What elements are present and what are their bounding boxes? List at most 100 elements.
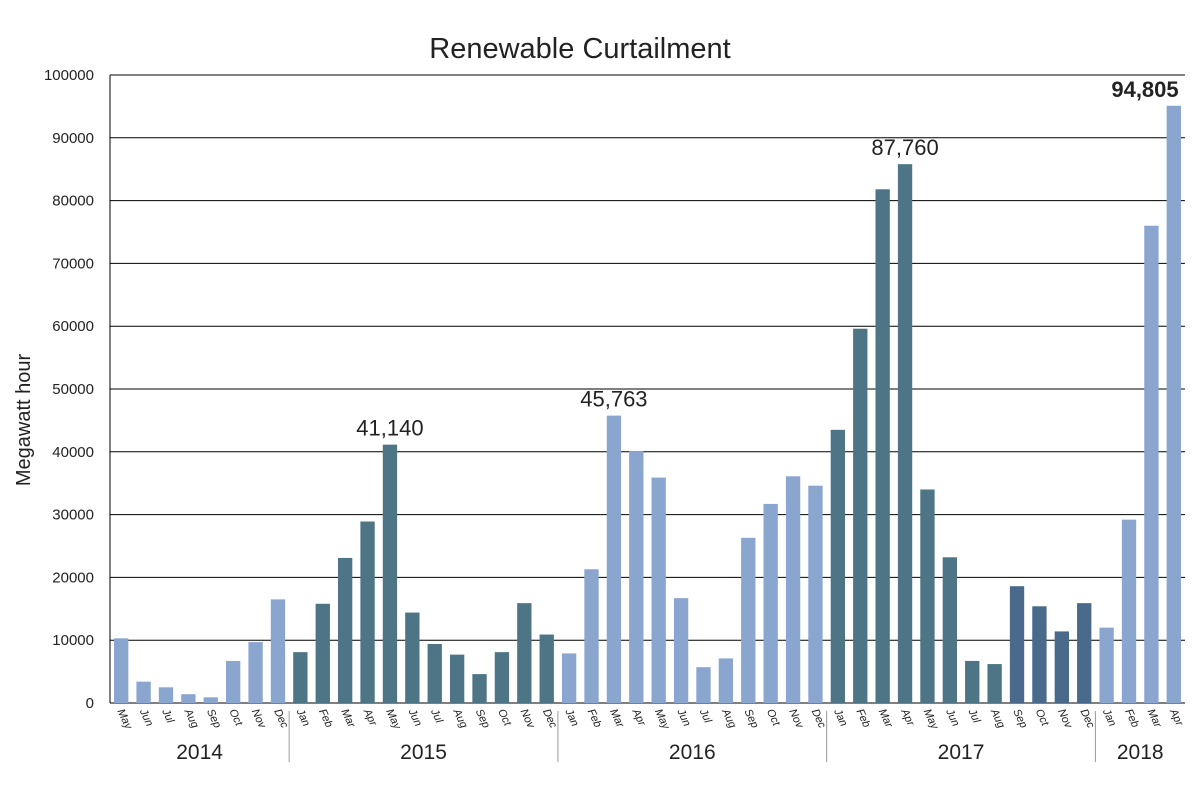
bar-2015-oct xyxy=(494,652,510,703)
bar-2018-jan xyxy=(1099,627,1114,703)
bar-2017-sep xyxy=(1009,586,1025,703)
bar-2015-nov xyxy=(517,603,532,703)
y-tick-label: 40000 xyxy=(52,444,94,461)
bar-2018-mar xyxy=(1144,225,1159,703)
bar-2017-jul xyxy=(965,660,980,703)
x-tick-label: Jan xyxy=(1099,706,1118,728)
data-labels: 41,140 45,763 87,760 94,805 xyxy=(356,77,1178,441)
x-tick-label: Nov xyxy=(518,707,538,731)
x-tick-label: May xyxy=(652,707,672,732)
bar-2016-jul xyxy=(696,667,711,703)
bar-2017-jan xyxy=(830,429,846,703)
bar-2014-may xyxy=(114,638,129,703)
x-tick-label: Jan xyxy=(562,706,581,728)
bar-2016-sep xyxy=(741,537,756,703)
x-tick-label: Oct xyxy=(226,707,245,728)
bar-2017-oct xyxy=(1032,606,1047,703)
gridlines xyxy=(109,74,1185,704)
x-tick-label: Apr xyxy=(898,706,917,729)
x-tick-label: Dec xyxy=(809,707,828,730)
y-tick-label: 100000 xyxy=(44,67,94,84)
bar-2014-jul xyxy=(158,687,174,703)
bar-2014-aug xyxy=(181,694,196,703)
y-tick-label: 30000 xyxy=(52,507,94,524)
x-tick-label: Sep xyxy=(204,707,223,730)
x-tick-label: Oct xyxy=(1033,707,1052,728)
x-tick-label: Jan xyxy=(831,706,850,728)
y-tick-label: 80000 xyxy=(52,193,94,210)
bar-2015-dec xyxy=(539,634,554,703)
y-tick-label: 60000 xyxy=(52,318,94,335)
y-axis-ticks: 0 10000 20000 30000 40000 50000 60000 70000 8000… xyxy=(44,67,94,712)
bar-2014-nov xyxy=(248,642,263,703)
bar-2017-nov xyxy=(1054,631,1069,703)
bar-2016-mar xyxy=(606,415,622,703)
x-tick-label: Sep xyxy=(1010,707,1029,730)
x-tick-label: May xyxy=(383,707,403,732)
year-labels: 2014 2015 2016 2017 2018 xyxy=(176,711,1164,764)
bar-2015-jun xyxy=(405,612,420,703)
x-tick-label: Sep xyxy=(742,707,761,730)
x-tick-label: Jul xyxy=(696,706,713,725)
data-label: 45,763 xyxy=(580,387,647,412)
x-tick-label: Oct xyxy=(764,707,783,728)
x-tick-label: Apr xyxy=(1167,706,1186,729)
bar-2016-dec xyxy=(808,485,823,703)
x-tick-label: May xyxy=(114,707,134,732)
x-tick-label: Mar xyxy=(338,707,357,730)
year-label-2015: 2015 xyxy=(400,741,447,764)
bar-2015-mar xyxy=(337,557,353,703)
x-tick-label: Nov xyxy=(786,707,806,731)
chart-title: Renewable Curtailment xyxy=(429,33,730,65)
bar-2018-feb xyxy=(1121,519,1137,703)
x-tick-label: Nov xyxy=(249,707,269,731)
bar-2015-may xyxy=(382,444,398,703)
x-tick-label: Dec xyxy=(1077,707,1096,730)
bar-2017-dec xyxy=(1077,603,1092,703)
year-label-2014: 2014 xyxy=(176,741,223,764)
x-axis-ticks: May Jun Jul Aug Sep Oct Nov Dec Jan Feb Mar Apr May J… xyxy=(114,706,1185,732)
bar-2017-feb xyxy=(853,328,868,703)
bar-2015-apr xyxy=(360,521,375,703)
x-tick-label: Dec xyxy=(540,707,559,730)
y-axis-label: Megawatt hour xyxy=(13,354,35,487)
x-tick-label: Jun xyxy=(674,706,693,728)
bar-2016-jun xyxy=(673,598,689,703)
x-tick-label: Apr xyxy=(360,706,379,729)
bar-2016-aug xyxy=(718,658,734,703)
bar-2015-jan xyxy=(293,652,308,703)
bar-2017-jun xyxy=(942,557,958,703)
y-tick-label: 50000 xyxy=(52,381,94,398)
bar-2016-oct xyxy=(763,503,778,703)
bar-2015-sep xyxy=(472,674,487,703)
year-label-2016: 2016 xyxy=(669,741,716,764)
x-tick-label: Feb xyxy=(585,707,604,729)
x-tick-label: Sep xyxy=(473,707,492,730)
x-tick-label: Jul xyxy=(159,706,176,725)
x-tick-label: Aug xyxy=(719,706,739,731)
y-tick-label: 90000 xyxy=(52,130,94,147)
bar-2015-aug xyxy=(449,654,465,703)
bar-2017-aug xyxy=(987,664,1002,703)
x-tick-label: Mar xyxy=(607,707,626,730)
x-tick-label: Feb xyxy=(316,707,335,729)
x-tick-label: Jan xyxy=(293,706,312,728)
x-tick-label: Oct xyxy=(495,707,514,728)
y-tick-label: 0 xyxy=(86,695,94,712)
x-tick-label: Nov xyxy=(1055,707,1075,731)
x-tick-label: Aug xyxy=(450,706,470,731)
bar-2017-mar xyxy=(875,189,890,703)
bar-2014-jun xyxy=(136,681,151,703)
bar-2018-apr xyxy=(1166,105,1181,704)
data-label: 41,140 xyxy=(356,416,423,441)
x-tick-label: Jul xyxy=(428,706,445,725)
bar-2016-nov xyxy=(785,476,801,703)
y-tick-label: 70000 xyxy=(52,255,94,272)
x-tick-label: Aug xyxy=(181,706,201,731)
bar-2016-feb xyxy=(584,569,599,703)
x-tick-label: Jul xyxy=(965,706,982,725)
bar-2017-may xyxy=(920,489,935,703)
bars xyxy=(114,105,1181,704)
x-tick-label: May xyxy=(921,707,941,732)
